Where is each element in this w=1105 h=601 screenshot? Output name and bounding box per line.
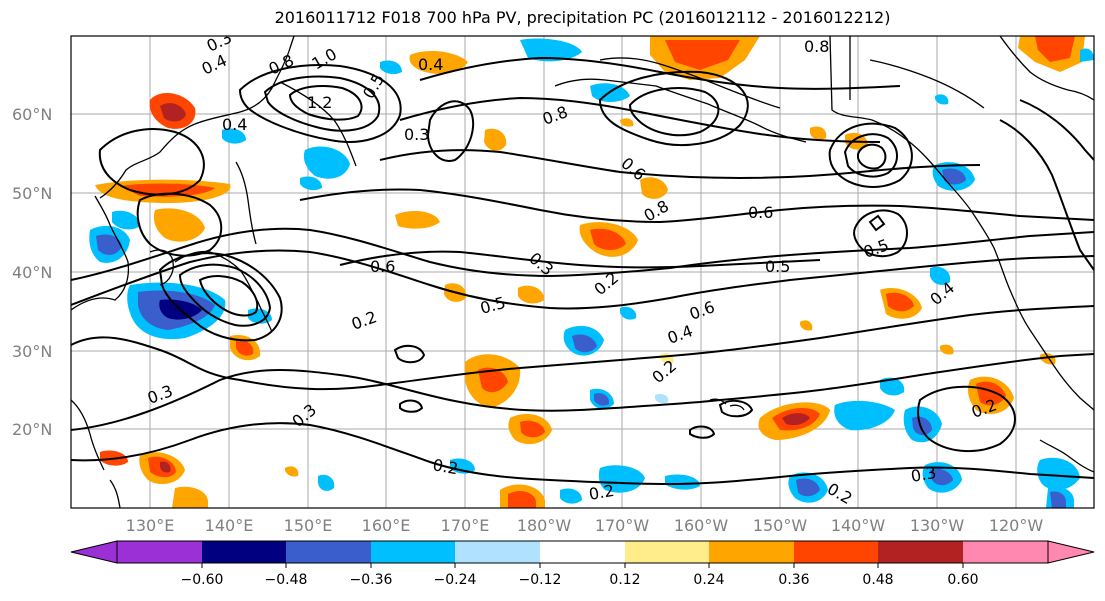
lon-label: 150°E bbox=[284, 516, 333, 535]
lat-label: 30°N bbox=[12, 342, 52, 361]
colorbar-tick-label: −0.24 bbox=[434, 572, 477, 588]
colorbar-tick-label: −0.12 bbox=[519, 572, 562, 588]
colorbar-swatch bbox=[286, 541, 371, 563]
contour-label: 0.3 bbox=[404, 125, 429, 144]
colorbar-swatch bbox=[794, 541, 878, 563]
lon-label: 150°W bbox=[753, 516, 808, 535]
lat-label: 20°N bbox=[12, 420, 52, 439]
contour-label: 0.6 bbox=[370, 257, 395, 276]
lat-label: 40°N bbox=[12, 263, 52, 282]
colorbar-tick-label: 0.36 bbox=[778, 572, 809, 588]
colorbar-swatch bbox=[625, 541, 709, 563]
contour-label: 0.6 bbox=[748, 203, 773, 222]
colorbar-tick-label: 0.60 bbox=[947, 572, 978, 588]
lon-label: 130°E bbox=[126, 516, 175, 535]
colorbar-tick-label: −0.48 bbox=[265, 572, 308, 588]
lat-label: 50°N bbox=[12, 184, 52, 203]
colorbar-tick-label: −0.60 bbox=[181, 572, 224, 588]
colorbar-swatch bbox=[117, 541, 202, 563]
colorbar-swatch bbox=[878, 541, 963, 563]
contour-label: 0.4 bbox=[222, 115, 247, 134]
lon-label: 160°W bbox=[674, 516, 729, 535]
colorbar-ticks bbox=[202, 563, 963, 568]
lon-label: 160°E bbox=[362, 516, 411, 535]
colorbar-tick-label: −0.36 bbox=[350, 572, 393, 588]
colorbar-swatch bbox=[455, 541, 540, 563]
lon-label: 180°W bbox=[517, 516, 572, 535]
lon-label: 120°W bbox=[989, 516, 1044, 535]
longitude-labels: 130°E 140°E 150°E 160°E 170°E 180°W 170°… bbox=[126, 516, 1044, 535]
lon-label: 140°W bbox=[831, 516, 886, 535]
colorbar-tick-label: 0.48 bbox=[862, 572, 893, 588]
colorbar-extend-min bbox=[71, 541, 117, 563]
colorbar-swatch bbox=[371, 541, 455, 563]
colorbar: −0.60 −0.48 −0.36 −0.24 −0.12 0.12 0.24 … bbox=[71, 541, 1094, 588]
colorbar-extend-max bbox=[1048, 541, 1094, 563]
colorbar-tick-label: 0.12 bbox=[609, 572, 640, 588]
lat-label: 60°N bbox=[12, 105, 52, 124]
colorbar-swatch bbox=[963, 541, 1048, 563]
colorbar-swatch bbox=[540, 541, 625, 563]
colorbar-tick-label: 0.24 bbox=[693, 572, 724, 588]
lon-label: 170°E bbox=[441, 516, 490, 535]
lon-label: 130°W bbox=[910, 516, 965, 535]
lon-label: 170°W bbox=[595, 516, 650, 535]
lon-label: 140°E bbox=[205, 516, 254, 535]
contour-label: 0.4 bbox=[418, 55, 443, 74]
map-figure: 0.3 0.4 0.8 1.0 1.2 0.5 0.4 0.3 0.8 0.8 … bbox=[0, 0, 1105, 601]
latitude-labels: 60°N 50°N 40°N 30°N 20°N bbox=[12, 105, 52, 439]
colorbar-swatch bbox=[709, 541, 794, 563]
contour-label: 0.8 bbox=[804, 37, 829, 56]
contour-label: 1.2 bbox=[307, 93, 332, 112]
contour-label: 0.5 bbox=[765, 257, 790, 276]
colorbar-swatch bbox=[202, 541, 286, 563]
